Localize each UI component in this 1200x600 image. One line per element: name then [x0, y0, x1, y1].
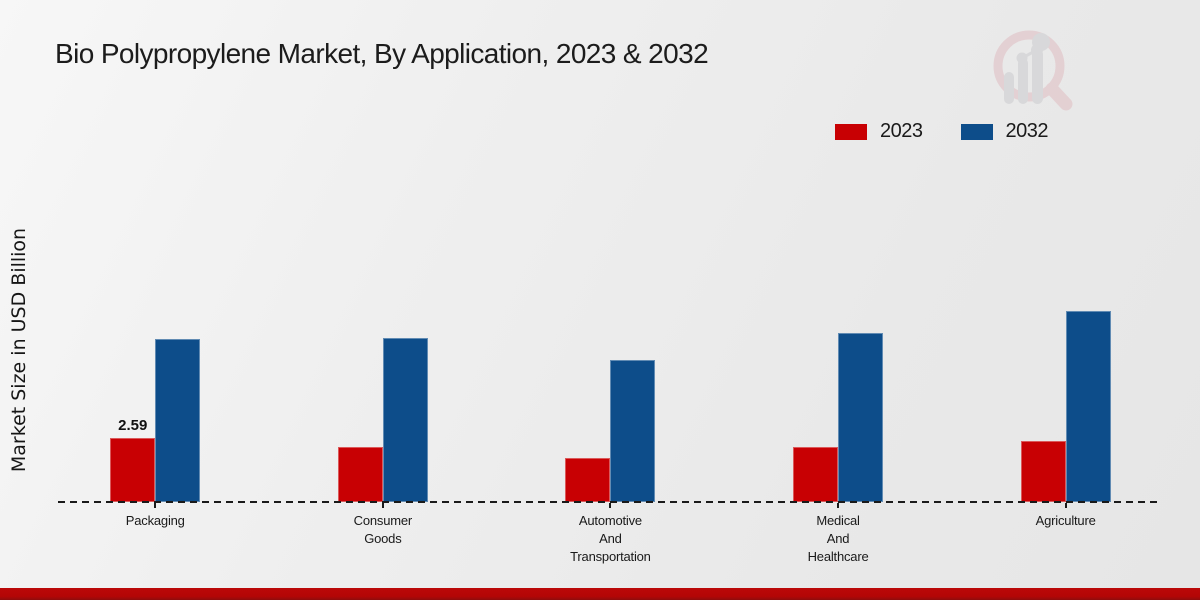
- legend-item-2032: 2032: [960, 120, 1049, 143]
- category-label-packaging: Packaging: [125, 513, 185, 528]
- bar-2032-packaging: [155, 339, 201, 502]
- category-label-medical-and-healthcare: Medical And Healthcare: [807, 513, 869, 564]
- axis-tick-automotive-and-transportation: [609, 503, 612, 508]
- mrfr-logo-watermark: [993, 30, 1073, 111]
- y-axis-label: Market Size in USD Billion: [8, 227, 30, 473]
- bar-2023-agriculture: [1020, 441, 1066, 502]
- bar-2023-medical-and-healthcare: [793, 447, 839, 502]
- axis-tick-packaging: [154, 503, 157, 508]
- legend-label-2032: 2032: [1005, 120, 1049, 142]
- bar-2032-agriculture: [1065, 311, 1111, 502]
- bar-2032-consumer-goods: [382, 338, 428, 502]
- bar-growth-icon: [1004, 33, 1050, 104]
- bar-value-label-2023-packaging: 2.59: [118, 417, 148, 434]
- chart-title: Bio Polypropylene Market, By Application…: [55, 38, 709, 69]
- x-axis-baseline: [58, 501, 1158, 503]
- legend-label-2023: 2023: [880, 120, 923, 142]
- legend-item-2023: 2023: [835, 120, 923, 143]
- legend: 2023 2032: [835, 120, 1048, 143]
- category-label-consumer-goods: Consumer Goods: [353, 513, 413, 546]
- bar-2023-packaging: [110, 438, 156, 502]
- bar-2032-automotive-and-transportation: [610, 360, 656, 502]
- legend-swatch-2032: [960, 123, 993, 140]
- trend-line-icon: [1021, 42, 1043, 60]
- bar-2023-consumer-goods: [337, 447, 383, 502]
- footer-accent-bar: [0, 588, 1200, 600]
- axis-tick-consumer-goods: [381, 503, 384, 508]
- magnifier-handle-icon: [1045, 82, 1073, 111]
- bar-2023-automotive-and-transportation: [565, 458, 611, 502]
- category-label-agriculture: Agriculture: [1035, 513, 1096, 528]
- legend-swatch-2023: [835, 123, 867, 140]
- axis-tick-agriculture: [1064, 503, 1067, 508]
- magnifier-circle-icon: [993, 30, 1065, 102]
- axis-tick-medical-and-healthcare: [837, 503, 840, 508]
- bar-2032-medical-and-healthcare: [838, 333, 884, 502]
- category-label-automotive-and-transportation: Automotive And Transportation: [570, 513, 651, 564]
